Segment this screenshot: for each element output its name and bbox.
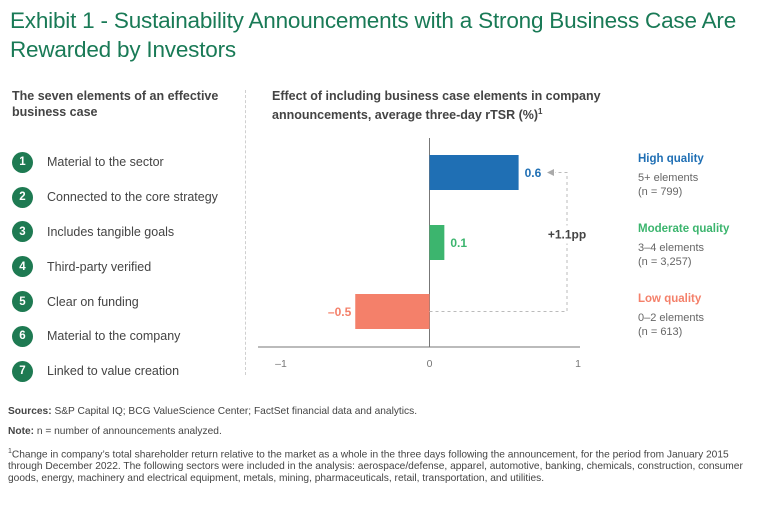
- legend-detail: 3–4 elements (n = 3,257): [638, 242, 705, 268]
- number-badge: 4: [12, 256, 33, 278]
- element-item: 6 Material to the company: [12, 319, 242, 354]
- footnote-marker: 1: [538, 107, 543, 116]
- element-item: 5 Clear on funding: [12, 284, 242, 319]
- legend-detail: 5+ elements (n = 799): [638, 172, 699, 198]
- element-label: Linked to value creation: [47, 364, 180, 379]
- legend-item-low: Low quality 0–2 elements (n = 613): [638, 292, 768, 362]
- x-tick-label: –1: [275, 358, 287, 370]
- footnote: 1Change in company’s total shareholder r…: [8, 448, 743, 485]
- element-item: 4 Third-party verified: [12, 249, 242, 284]
- note-line: Note: n = number of announcements analyz…: [8, 426, 222, 437]
- element-label: Includes tangible goals: [47, 224, 175, 239]
- chart-title-text: Effect of including business case elemen…: [272, 89, 601, 123]
- exhibit-title: Exhibit 1 - Sustainability Announcements…: [10, 8, 737, 62]
- element-label: Clear on funding: [47, 294, 139, 309]
- number-badge: 5: [12, 291, 33, 313]
- number-badge: 1: [12, 151, 33, 173]
- arrow-head-icon: [547, 169, 554, 176]
- legend-title: Low quality: [638, 293, 702, 305]
- number-badge: 7: [12, 360, 33, 382]
- x-tick-label: 1: [575, 358, 581, 370]
- elements-list: 1 Material to the sector 2 Connected to th…: [12, 145, 242, 389]
- panel-divider: [245, 90, 246, 375]
- legend-item-high: High quality 5+ elements (n = 799): [638, 152, 768, 222]
- element-item: 7 Linked to value creation: [12, 354, 242, 389]
- legend-title: High quality: [638, 153, 704, 165]
- footer: Sources: S&P Capital IQ; BCG ValueScienc…: [8, 406, 753, 493]
- bar-chart: –1 0 1 0.6 0.1 –0.5 +1.1pp: [258, 138, 589, 370]
- x-tick-label: 0: [427, 358, 433, 370]
- legend-detail: 0–2 elements (n = 613): [638, 312, 705, 338]
- data-label: 0.6: [525, 166, 542, 180]
- element-item: 2 Connected to the core strategy: [12, 180, 242, 215]
- sources-line: Sources: S&P Capital IQ; BCG ValueScienc…: [8, 406, 418, 417]
- annotation-label: +1.1pp: [548, 228, 586, 242]
- data-label: 0.1: [450, 236, 467, 250]
- chart-title: Effect of including business case elemen…: [272, 88, 622, 123]
- elements-heading: The seven elements of an effective busin…: [12, 89, 219, 119]
- element-label: Material to the company: [47, 329, 181, 344]
- element-item: 1 Material to the sector: [12, 145, 242, 180]
- element-label: Connected to the core strategy: [47, 190, 218, 205]
- element-label: Material to the sector: [47, 155, 164, 170]
- number-badge: 3: [12, 221, 33, 243]
- data-label: –0.5: [328, 305, 352, 319]
- bar-low-quality: [355, 294, 430, 329]
- legend-title: Moderate quality: [638, 223, 730, 235]
- legend: High quality 5+ elements (n = 799) Modera…: [638, 152, 768, 362]
- legend-item-moderate: Moderate quality 3–4 elements (n = 3,257): [638, 222, 768, 292]
- number-badge: 2: [12, 186, 33, 208]
- number-badge: 6: [12, 325, 33, 347]
- bar-moderate-quality: [429, 225, 445, 260]
- bar-high-quality: [429, 155, 519, 190]
- element-label: Third-party verified: [47, 259, 152, 274]
- element-item: 3 Includes tangible goals: [12, 215, 242, 250]
- annotation-label-bg: [545, 225, 589, 244]
